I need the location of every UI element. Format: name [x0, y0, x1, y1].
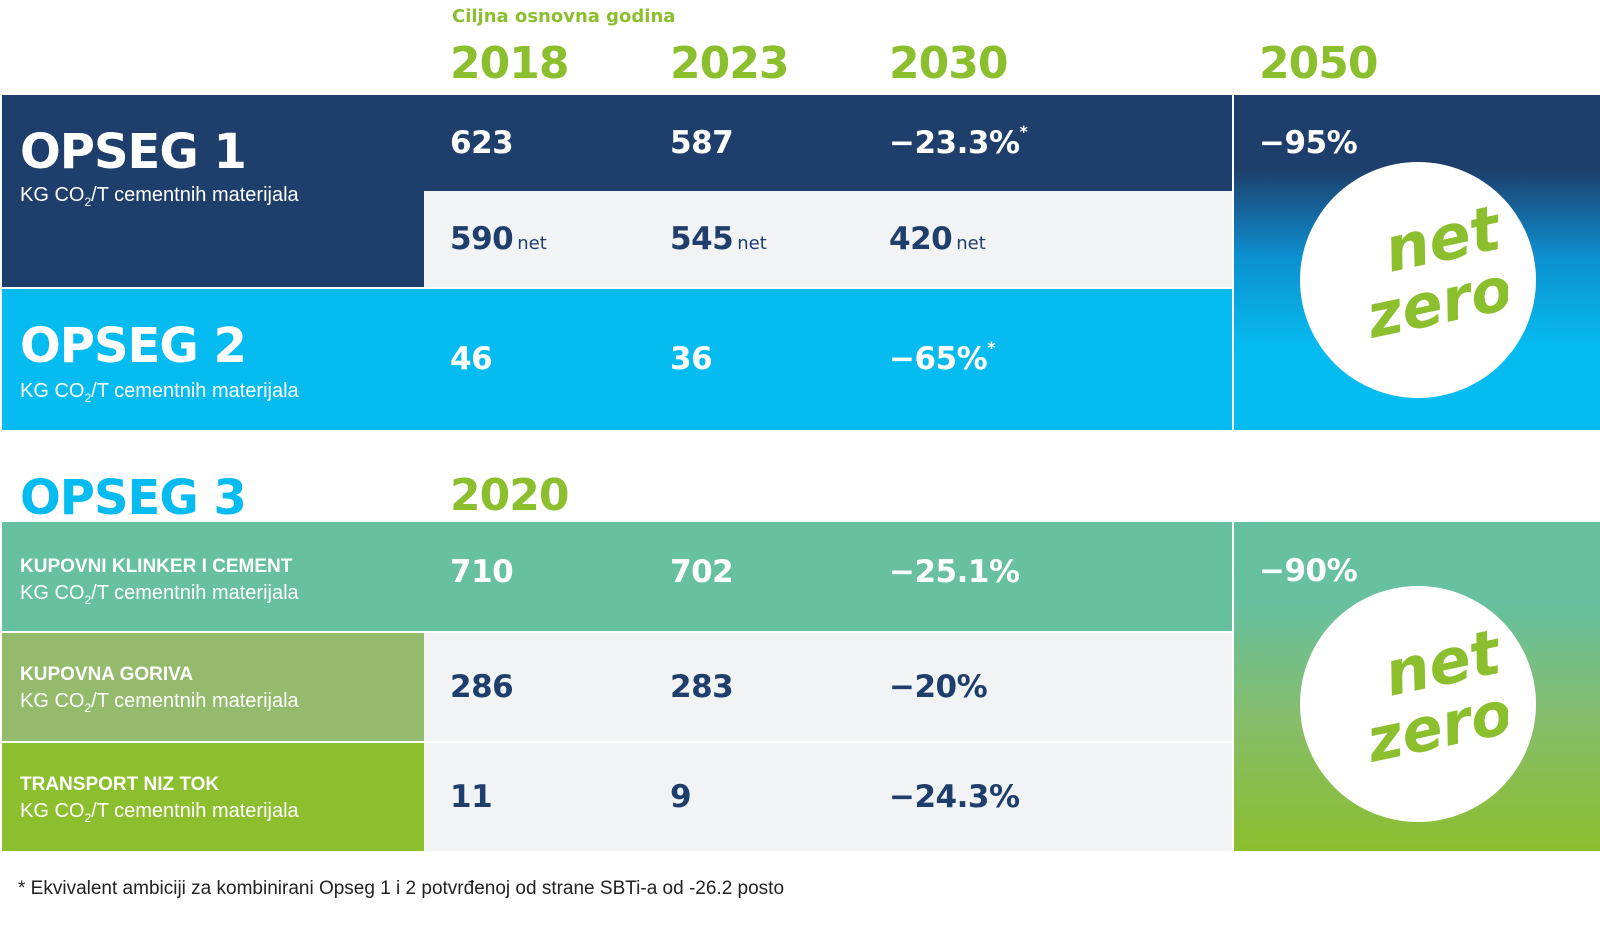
scope3-fuels-2023: 283 [670, 669, 734, 705]
scope3-transport-2030: −24.3% [889, 779, 1020, 815]
net-zero-word-2: zero [1360, 254, 1508, 353]
baseline-year-label: Ciljna osnovna godina [452, 6, 676, 27]
scope3-clinker-base: 710 [450, 554, 514, 590]
scope2-row [2, 289, 1232, 430]
year-header-2023: 2023 [670, 38, 789, 89]
scope12-2050-value: −95% [1259, 125, 1358, 161]
scope1-label-cell [2, 191, 424, 287]
scope1-net-2018: 590 net [450, 221, 547, 257]
scope3-fuels-title: KUPOVNA GORIVA [20, 664, 194, 685]
scope2-title: OPSEG 2 [20, 318, 247, 374]
footnote: * Ekvivalent ambiciji za kombinirani Ops… [18, 878, 785, 899]
net-zero-badge-scope3: net zero [1300, 586, 1536, 822]
scope3-transport-base: 11 [450, 779, 493, 815]
scope1-gross-2018: 623 [450, 125, 514, 161]
scope3-fuels-base: 286 [450, 669, 514, 705]
scope3-row-clinker [2, 522, 1232, 631]
net-zero-badge-scope12: net zero [1300, 162, 1536, 398]
scope1-net-2023: 545 net [670, 221, 767, 257]
scope3-clinker-2023: 702 [670, 554, 734, 590]
year-header-2030: 2030 [889, 38, 1008, 89]
scope2-unit: KG CO2/T cementnih materijala [20, 380, 299, 405]
year-header-2050: 2050 [1259, 38, 1378, 89]
scope3-fuels-unit: KG CO2/T cementnih materijala [20, 690, 299, 715]
scope3-transport-2023: 9 [670, 779, 692, 815]
scope3-title: OPSEG 3 [20, 470, 247, 526]
scope3-row-transport [424, 743, 1232, 851]
scope3-transport-unit: KG CO2/T cementnih materijala [20, 800, 299, 825]
year-header-2018: 2018 [450, 38, 569, 89]
scope3-clinker-unit: KG CO2/T cementnih materijala [20, 582, 299, 607]
scope3-clinker-2030: −25.1% [889, 554, 1020, 590]
scope1-gross-2030: −23.3%* [889, 122, 1028, 161]
scope1-net-row [424, 191, 1232, 287]
scope1-unit: KG CO2/T cementnih materijala [20, 184, 299, 209]
scope3-fuels-2030: −20% [889, 669, 988, 705]
scope3-base-year: 2020 [450, 470, 569, 521]
scope1-title: OPSEG 1 [20, 124, 247, 180]
scope3-label-fuels [2, 633, 424, 741]
net-zero-icon: net zero [1360, 624, 1508, 777]
scope3-2050-value: −90% [1259, 553, 1358, 589]
scope3-transport-title: TRANSPORT NIZ TOK [20, 774, 220, 795]
scope2-2030: −65%* [889, 338, 996, 377]
scope1-gross-row [2, 95, 1232, 191]
scope2-2018: 46 [450, 341, 493, 377]
scope3-clinker-title: KUPOVNI KLINKER I CEMENT [20, 556, 293, 577]
scope1-net-2030: 420 net [889, 221, 986, 257]
net-zero-word-2: zero [1360, 678, 1508, 777]
scope3-label-transport [2, 743, 424, 851]
scope1-gross-2023: 587 [670, 125, 734, 161]
scope3-row-fuels [424, 633, 1232, 741]
net-zero-icon: net zero [1360, 200, 1508, 353]
scope2-2023: 36 [670, 341, 713, 377]
